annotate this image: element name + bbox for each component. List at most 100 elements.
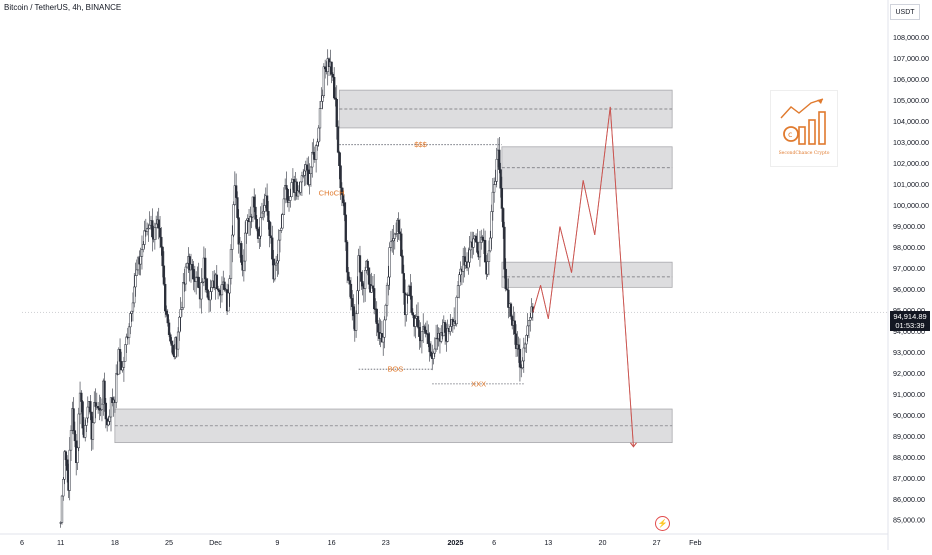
candle-body: [336, 126, 340, 153]
candle-body: [142, 244, 145, 250]
candle-body: [335, 98, 338, 127]
candle-body: [303, 170, 306, 176]
candle-body: [401, 255, 404, 274]
y-tick-label: 94,000.00: [893, 327, 925, 336]
candle-body: [200, 282, 203, 300]
candle-body: [432, 352, 435, 359]
candle-body: [499, 169, 502, 189]
x-tick-label: Feb: [689, 538, 701, 547]
candle-body: [182, 282, 185, 308]
svg-text:c: c: [788, 130, 792, 139]
x-tick-label: 13: [544, 538, 552, 547]
candle-body: [463, 256, 466, 266]
candle-body: [405, 294, 408, 316]
candle-body: [158, 228, 162, 238]
candle-body: [227, 292, 230, 312]
candle-body: [169, 334, 172, 342]
candle-body: [201, 281, 204, 284]
candle-body: [385, 284, 389, 306]
candle-body: [527, 320, 531, 327]
candle-body: [331, 73, 335, 78]
candle-body: [85, 417, 88, 426]
candle-body: [416, 316, 420, 328]
candle-body: [387, 276, 390, 286]
candle-body: [94, 402, 97, 407]
candle-body: [210, 287, 213, 292]
candle-body: [206, 289, 209, 298]
candle-body: [486, 261, 489, 275]
y-tick-label: 106,000.00: [893, 75, 929, 84]
candle-body: [356, 290, 359, 315]
candle-body: [167, 322, 171, 335]
candle-body: [263, 205, 266, 212]
candle-body: [170, 340, 173, 346]
annotations: $$$ CHoCH BOS XXX: [319, 140, 526, 388]
candle-body: [59, 522, 62, 524]
candle-body: [383, 319, 386, 338]
candle-body: [281, 214, 284, 229]
candle-body: [342, 194, 345, 204]
candle-body: [273, 264, 276, 280]
candle-body: [165, 310, 168, 315]
candle-body: [73, 430, 77, 442]
x-tick-label: 20: [599, 538, 607, 547]
candle-body: [135, 269, 138, 276]
candle-body: [468, 249, 471, 263]
candle-body: [76, 447, 79, 463]
candle-body: [125, 336, 128, 345]
candle-body: [100, 403, 104, 410]
candle-body: [317, 127, 320, 143]
candle-body: [418, 327, 421, 337]
y-tick-label: 96,000.00: [893, 285, 925, 294]
candle-body: [333, 76, 336, 99]
y-tick-label: 99,000.00: [893, 222, 925, 231]
y-tick-label: 103,000.00: [893, 138, 929, 147]
y-tick-label: 95,000.00: [893, 306, 925, 315]
candle-body: [305, 164, 309, 171]
candle-body: [358, 255, 362, 273]
candle-body: [384, 304, 387, 321]
annotation-label: XXX: [471, 379, 486, 388]
candle-body: [62, 478, 65, 497]
candle-body: [434, 337, 438, 350]
candle-body: [171, 345, 175, 355]
candle-body: [459, 268, 462, 275]
candle-body: [160, 236, 163, 248]
candle-body: [474, 235, 478, 243]
candle-body: [280, 227, 283, 231]
candle-body: [134, 275, 137, 288]
candle-body: [223, 281, 226, 291]
candle-body: [498, 149, 501, 170]
candle-body: [321, 95, 324, 102]
currency-selector[interactable]: USDT: [890, 4, 920, 20]
candle-body: [162, 265, 166, 285]
candle-body: [514, 333, 518, 349]
candle-body: [376, 323, 380, 333]
candle-body: [296, 190, 300, 197]
projection-paths: [532, 106, 637, 448]
candle-body: [265, 195, 269, 212]
lightning-icon[interactable]: ⚡: [655, 516, 670, 531]
x-tick-label: 18: [111, 538, 119, 547]
candle-body: [278, 230, 282, 241]
brand-logo: c SecondChance Crypto: [770, 90, 838, 167]
candle-body: [420, 331, 424, 342]
candle-body: [458, 274, 461, 286]
candle-body: [295, 181, 298, 197]
y-tick-label: 97,000.00: [893, 264, 925, 273]
candle-body: [231, 234, 234, 250]
candle-body: [311, 151, 314, 168]
candle-body: [66, 459, 69, 471]
candle-body: [487, 250, 491, 262]
candle-body: [308, 173, 311, 185]
candle-body: [259, 217, 262, 237]
candle-body: [98, 407, 101, 411]
candle-body: [398, 231, 402, 235]
candle-body: [179, 309, 182, 318]
candle-body: [397, 219, 400, 233]
candle-body: [220, 284, 224, 296]
candle-body: [258, 235, 261, 239]
x-tick-label: 2025: [447, 538, 463, 547]
